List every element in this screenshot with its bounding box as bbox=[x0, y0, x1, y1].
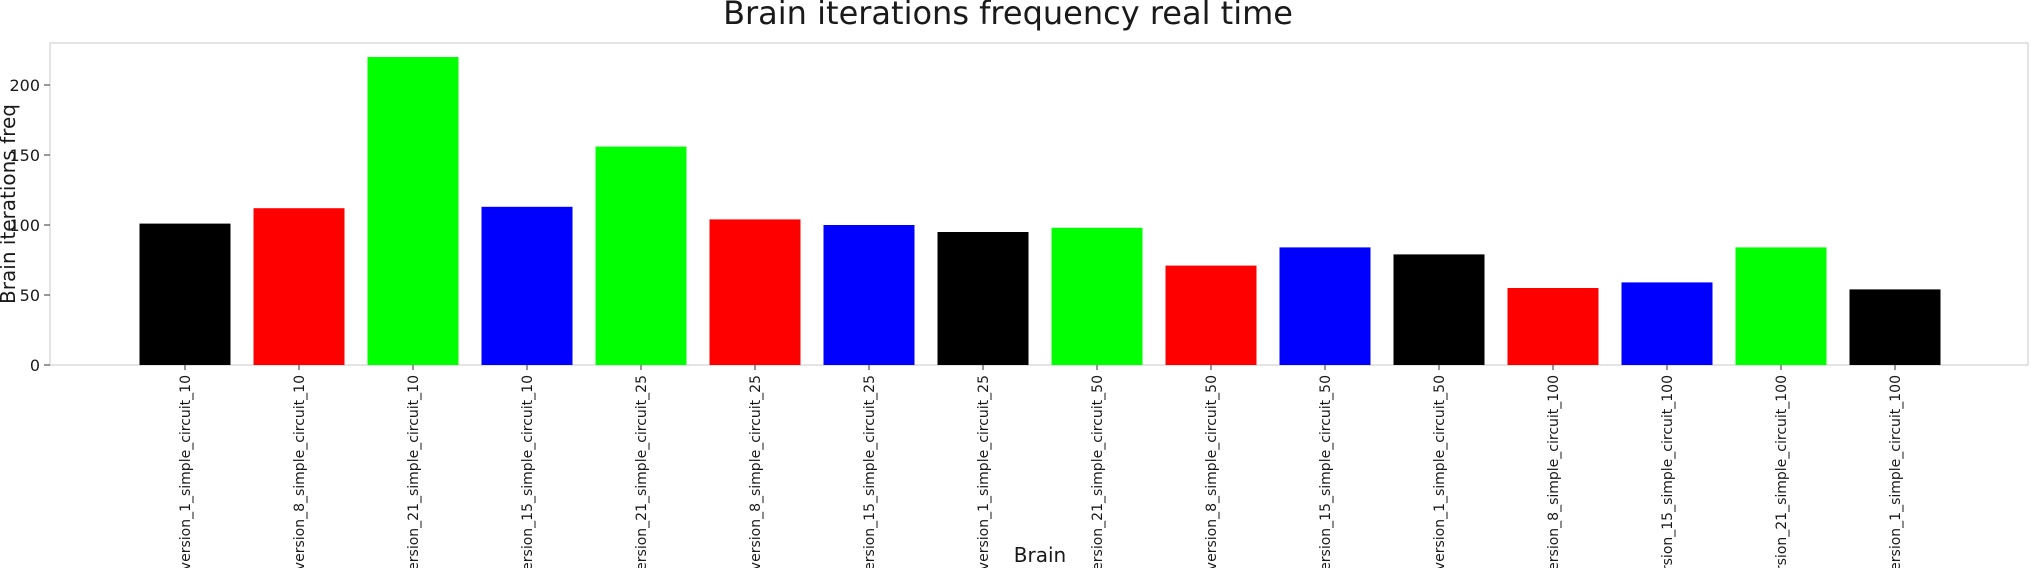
x-tick-label: version_1_simple_circuit_25 bbox=[976, 375, 992, 568]
bar-version_15_simple_circuit_10 bbox=[481, 206, 573, 365]
x-axis: version_1_simple_circuit_10 version_8_sim… bbox=[178, 365, 1904, 568]
y-tick-label: 0 bbox=[30, 356, 40, 375]
y-tick-label: 200 bbox=[9, 76, 40, 95]
y-tick-label: 150 bbox=[9, 146, 40, 165]
x-tick-label: version_21_simple_circuit_100 bbox=[1774, 375, 1790, 568]
bar-version_1_simple_circuit_50 bbox=[1393, 254, 1485, 365]
bar-version_21_simple_circuit_100 bbox=[1735, 247, 1827, 365]
bar-version_1_simple_circuit_10 bbox=[139, 223, 231, 365]
x-tick-label: version_21_simple_circuit_25 bbox=[634, 375, 650, 568]
bar-version_21_simple_circuit_50 bbox=[1051, 227, 1143, 365]
bar-version_21_simple_circuit_10 bbox=[367, 57, 459, 365]
x-tick-label: version_15_simple_circuit_100 bbox=[1660, 375, 1676, 568]
y-axis: 0 50 100 150 200 bbox=[9, 76, 50, 375]
bar-version_8_simple_circuit_25 bbox=[709, 219, 801, 365]
x-tick-label: version_8_simple_circuit_50 bbox=[1204, 375, 1220, 568]
x-tick-label: version_1_simple_circuit_100 bbox=[1888, 375, 1904, 568]
x-tick-label: version_8_simple_circuit_100 bbox=[1546, 375, 1562, 568]
y-axis-label: Brain iterations freq bbox=[0, 104, 20, 304]
x-tick-label: version_8_simple_circuit_25 bbox=[748, 375, 764, 568]
bar-version_1_simple_circuit_100 bbox=[1849, 289, 1941, 365]
x-tick-label: version_1_simple_circuit_50 bbox=[1432, 375, 1448, 568]
bar-version_15_simple_circuit_25 bbox=[823, 225, 915, 365]
x-tick-label: version_15_simple_circuit_10 bbox=[520, 375, 536, 568]
chart-title: Brain iterations frequency real time bbox=[723, 0, 1293, 32]
bar-version_15_simple_circuit_100 bbox=[1621, 282, 1713, 365]
plot-area-frame bbox=[49, 42, 2029, 366]
bar-version_15_simple_circuit_50 bbox=[1279, 247, 1371, 365]
bar-version_1_simple_circuit_25 bbox=[937, 232, 1029, 365]
x-axis-label: Brain bbox=[1014, 543, 1066, 567]
y-tick-label: 50 bbox=[20, 286, 40, 305]
x-tick-label: version_8_simple_circuit_10 bbox=[292, 375, 308, 568]
bar-version_21_simple_circuit_25 bbox=[595, 146, 687, 365]
x-tick-label: version_21_simple_circuit_10 bbox=[406, 375, 422, 568]
x-tick-label: version_21_simple_circuit_50 bbox=[1090, 375, 1106, 568]
bar-version_8_simple_circuit_100 bbox=[1507, 288, 1599, 365]
bar-version_8_simple_circuit_50 bbox=[1165, 265, 1257, 365]
bar-version_8_simple_circuit_10 bbox=[253, 208, 345, 365]
bars-group bbox=[139, 57, 1941, 365]
y-tick-label: 100 bbox=[9, 216, 40, 235]
x-tick-label: version_15_simple_circuit_25 bbox=[862, 375, 878, 568]
x-tick-label: version_1_simple_circuit_10 bbox=[178, 375, 194, 568]
x-tick-label: version_15_simple_circuit_50 bbox=[1318, 375, 1334, 568]
